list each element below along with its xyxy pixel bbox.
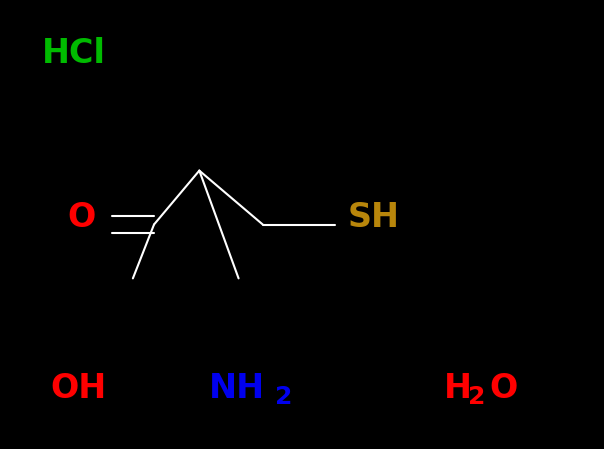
Text: 2: 2 [275,385,292,409]
Text: O: O [68,201,95,234]
Text: OH: OH [50,372,107,405]
Text: O: O [489,372,518,405]
Text: H: H [444,372,472,405]
Text: 2: 2 [468,385,486,409]
Text: SH: SH [347,201,399,234]
Text: NH: NH [208,372,265,405]
Text: HCl: HCl [42,37,106,70]
